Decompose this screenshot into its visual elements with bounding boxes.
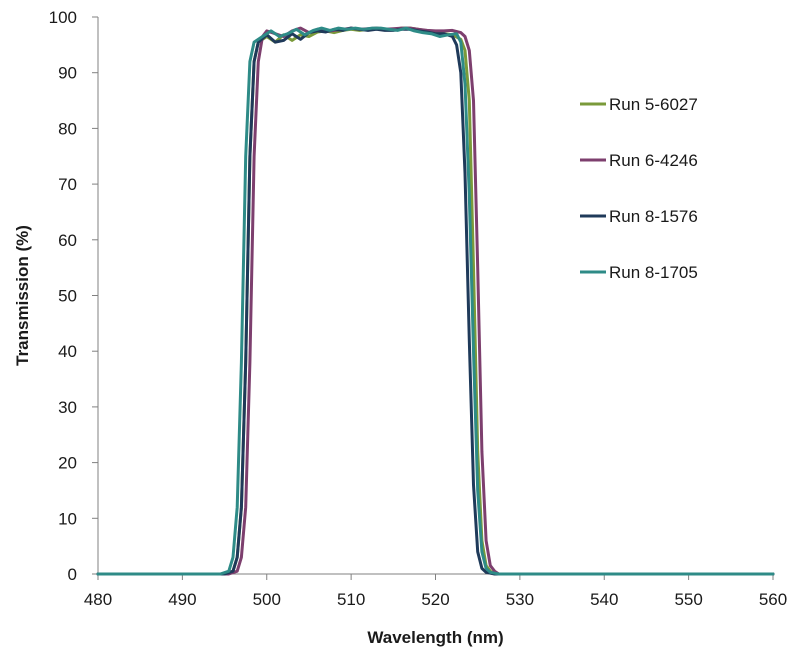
y-axis-label: Transmission (%) (13, 225, 32, 366)
y-tick-labels: 0 10 20 30 40 50 60 70 80 90 100 (49, 8, 98, 584)
series-line-4 (96, 26, 775, 576)
y-tick-label: 0 (68, 565, 77, 584)
x-tick-label: 520 (421, 590, 449, 609)
x-tick-labels: 480 490 500 510 520 530 540 550 560 (84, 574, 787, 609)
legend-label: Run 8-1705 (609, 263, 698, 282)
series-lines (96, 26, 775, 576)
legend: Run 5-6027 Run 6-4246 Run 8-1576 Run 8-1705 (580, 95, 698, 282)
y-tick-label: 40 (58, 342, 77, 361)
y-tick-label: 90 (58, 64, 77, 83)
x-axis-label: Wavelength (nm) (367, 628, 503, 647)
y-tick-label: 50 (58, 287, 77, 306)
legend-label: Run 6-4246 (609, 151, 698, 170)
x-tick-label: 560 (759, 590, 787, 609)
x-tick-label: 530 (506, 590, 534, 609)
y-tick-label: 100 (49, 8, 77, 27)
y-tick-label: 80 (58, 119, 77, 138)
x-tick-label: 550 (674, 590, 702, 609)
x-tick-label: 490 (168, 590, 196, 609)
x-tick-label: 540 (590, 590, 618, 609)
x-tick-label: 500 (253, 590, 281, 609)
y-tick-label: 20 (58, 454, 77, 473)
legend-label: Run 5-6027 (609, 95, 698, 114)
y-tick-label: 10 (58, 509, 77, 528)
x-tick-label: 480 (84, 590, 112, 609)
legend-label: Run 8-1576 (609, 207, 698, 226)
y-tick-label: 70 (58, 175, 77, 194)
y-tick-label: 30 (58, 398, 77, 417)
y-tick-label: 60 (58, 231, 77, 250)
x-tick-label: 510 (337, 590, 365, 609)
